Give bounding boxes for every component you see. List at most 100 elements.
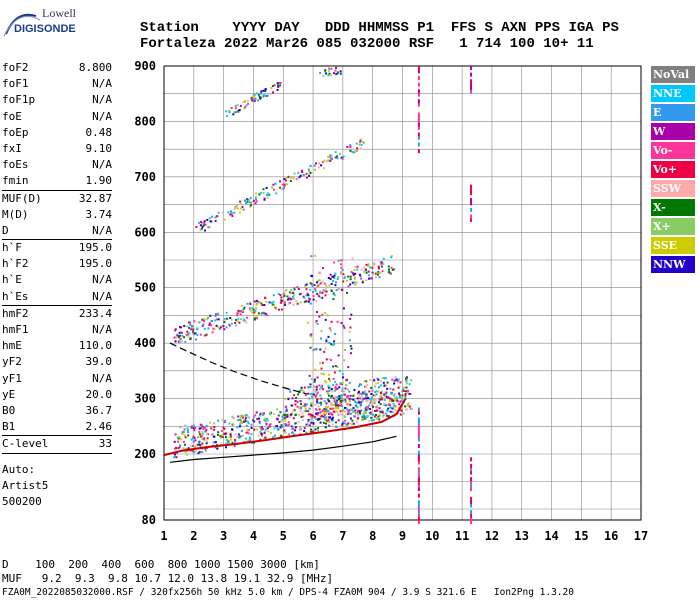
- echo-point: [359, 404, 362, 407]
- echo-point: [265, 424, 268, 427]
- echo-point: [274, 306, 277, 309]
- interference-streak-point: [417, 112, 420, 117]
- echo-point: [193, 436, 196, 439]
- echo-point: [393, 382, 396, 385]
- echo-point: [321, 361, 324, 364]
- echo-point: [284, 410, 287, 413]
- echo-point: [372, 378, 375, 381]
- echo-point: [334, 365, 337, 367]
- echo-point: [321, 296, 324, 299]
- echo-point: [391, 399, 394, 401]
- echo-point: [307, 321, 310, 324]
- echo-point: [205, 442, 208, 445]
- echo-point: [401, 394, 404, 397]
- echo-point: [309, 335, 312, 338]
- echo-point: [253, 93, 256, 96]
- echo-point: [244, 420, 247, 423]
- echo-point: [388, 270, 391, 273]
- echo-point: [344, 400, 347, 403]
- echo-point: [179, 444, 182, 447]
- echo-point: [200, 227, 203, 230]
- echo-point: [329, 329, 332, 332]
- echo-point: [337, 276, 340, 278]
- echo-point: [187, 434, 190, 437]
- echo-point: [317, 427, 320, 430]
- echo-point: [369, 411, 372, 414]
- echo-point: [374, 391, 377, 394]
- param-name: MUF(D): [2, 191, 42, 205]
- echo-point: [287, 398, 290, 401]
- echo-point: [284, 431, 287, 434]
- echo-point: [325, 338, 328, 341]
- echo-point: [284, 419, 287, 422]
- echo-point: [283, 300, 286, 303]
- echo-point: [320, 401, 323, 404]
- echo-point: [334, 387, 337, 390]
- echo-point: [300, 402, 302, 405]
- echo-point: [199, 228, 202, 231]
- echo-point: [231, 428, 234, 431]
- echo-point: [374, 272, 377, 275]
- echo-point: [339, 273, 342, 275]
- echo-point: [322, 289, 325, 292]
- echo-point: [377, 271, 380, 273]
- echo-point: [350, 270, 353, 273]
- echo-point: [252, 308, 255, 311]
- echo-point: [363, 270, 366, 273]
- echo-point: [207, 327, 210, 330]
- echo-point: [259, 412, 262, 415]
- param-row: foF1 N/A: [2, 76, 112, 92]
- echo-point: [327, 385, 330, 388]
- echo-point: [398, 394, 401, 397]
- echo-point: [265, 422, 268, 425]
- echo-point: [337, 412, 340, 415]
- echo-point: [294, 422, 297, 425]
- echo-point: [198, 433, 201, 436]
- y-tick-label: 800: [134, 114, 156, 128]
- echo-point: [247, 422, 250, 425]
- echo-point: [237, 415, 240, 418]
- interference-streak-point: [417, 420, 420, 425]
- echo-point: [197, 452, 200, 455]
- echo-point: [264, 436, 267, 439]
- echo-point: [183, 434, 186, 437]
- interference-streak-point: [470, 457, 473, 462]
- echo-point: [316, 284, 319, 287]
- interference-streak-point: [470, 487, 473, 491]
- echo-point: [379, 414, 381, 417]
- echo-point: [319, 414, 322, 417]
- echo-point: [226, 115, 228, 117]
- echo-point: [248, 416, 251, 419]
- param-row: yF2 39.0: [2, 354, 112, 370]
- echo-point: [228, 323, 231, 326]
- interference-streak-point: [470, 463, 473, 468]
- param-name: D: [2, 223, 9, 237]
- echo-point: [346, 408, 349, 411]
- echo-point: [294, 426, 297, 429]
- echo-point: [192, 330, 195, 333]
- echo-point: [316, 398, 319, 401]
- echo-point: [358, 393, 361, 396]
- echo-point: [239, 313, 242, 316]
- interference-streak-point: [470, 467, 473, 472]
- echo-point: [312, 389, 315, 392]
- echo-point: [325, 409, 328, 412]
- echo-point: [380, 390, 383, 393]
- echo-point: [268, 425, 271, 428]
- echo-point: [286, 183, 289, 186]
- echo-point: [389, 406, 392, 409]
- echo-point: [248, 307, 251, 310]
- echo-point: [360, 401, 363, 404]
- interference-streak-point: [470, 184, 473, 189]
- echo-point: [245, 321, 248, 324]
- echo-point: [286, 415, 289, 418]
- echo-point: [339, 70, 342, 73]
- param-value: N/A: [92, 371, 112, 385]
- echo-point: [359, 405, 362, 408]
- echo-point: [369, 413, 372, 416]
- header-row-labels: Station YYYY DAY DDD HHMMSS P1 FFS S AXN…: [140, 20, 619, 36]
- echo-point: [398, 396, 401, 398]
- legend-item: NNE: [651, 85, 695, 102]
- interference-streak-point: [417, 122, 420, 127]
- echo-point: [347, 285, 350, 288]
